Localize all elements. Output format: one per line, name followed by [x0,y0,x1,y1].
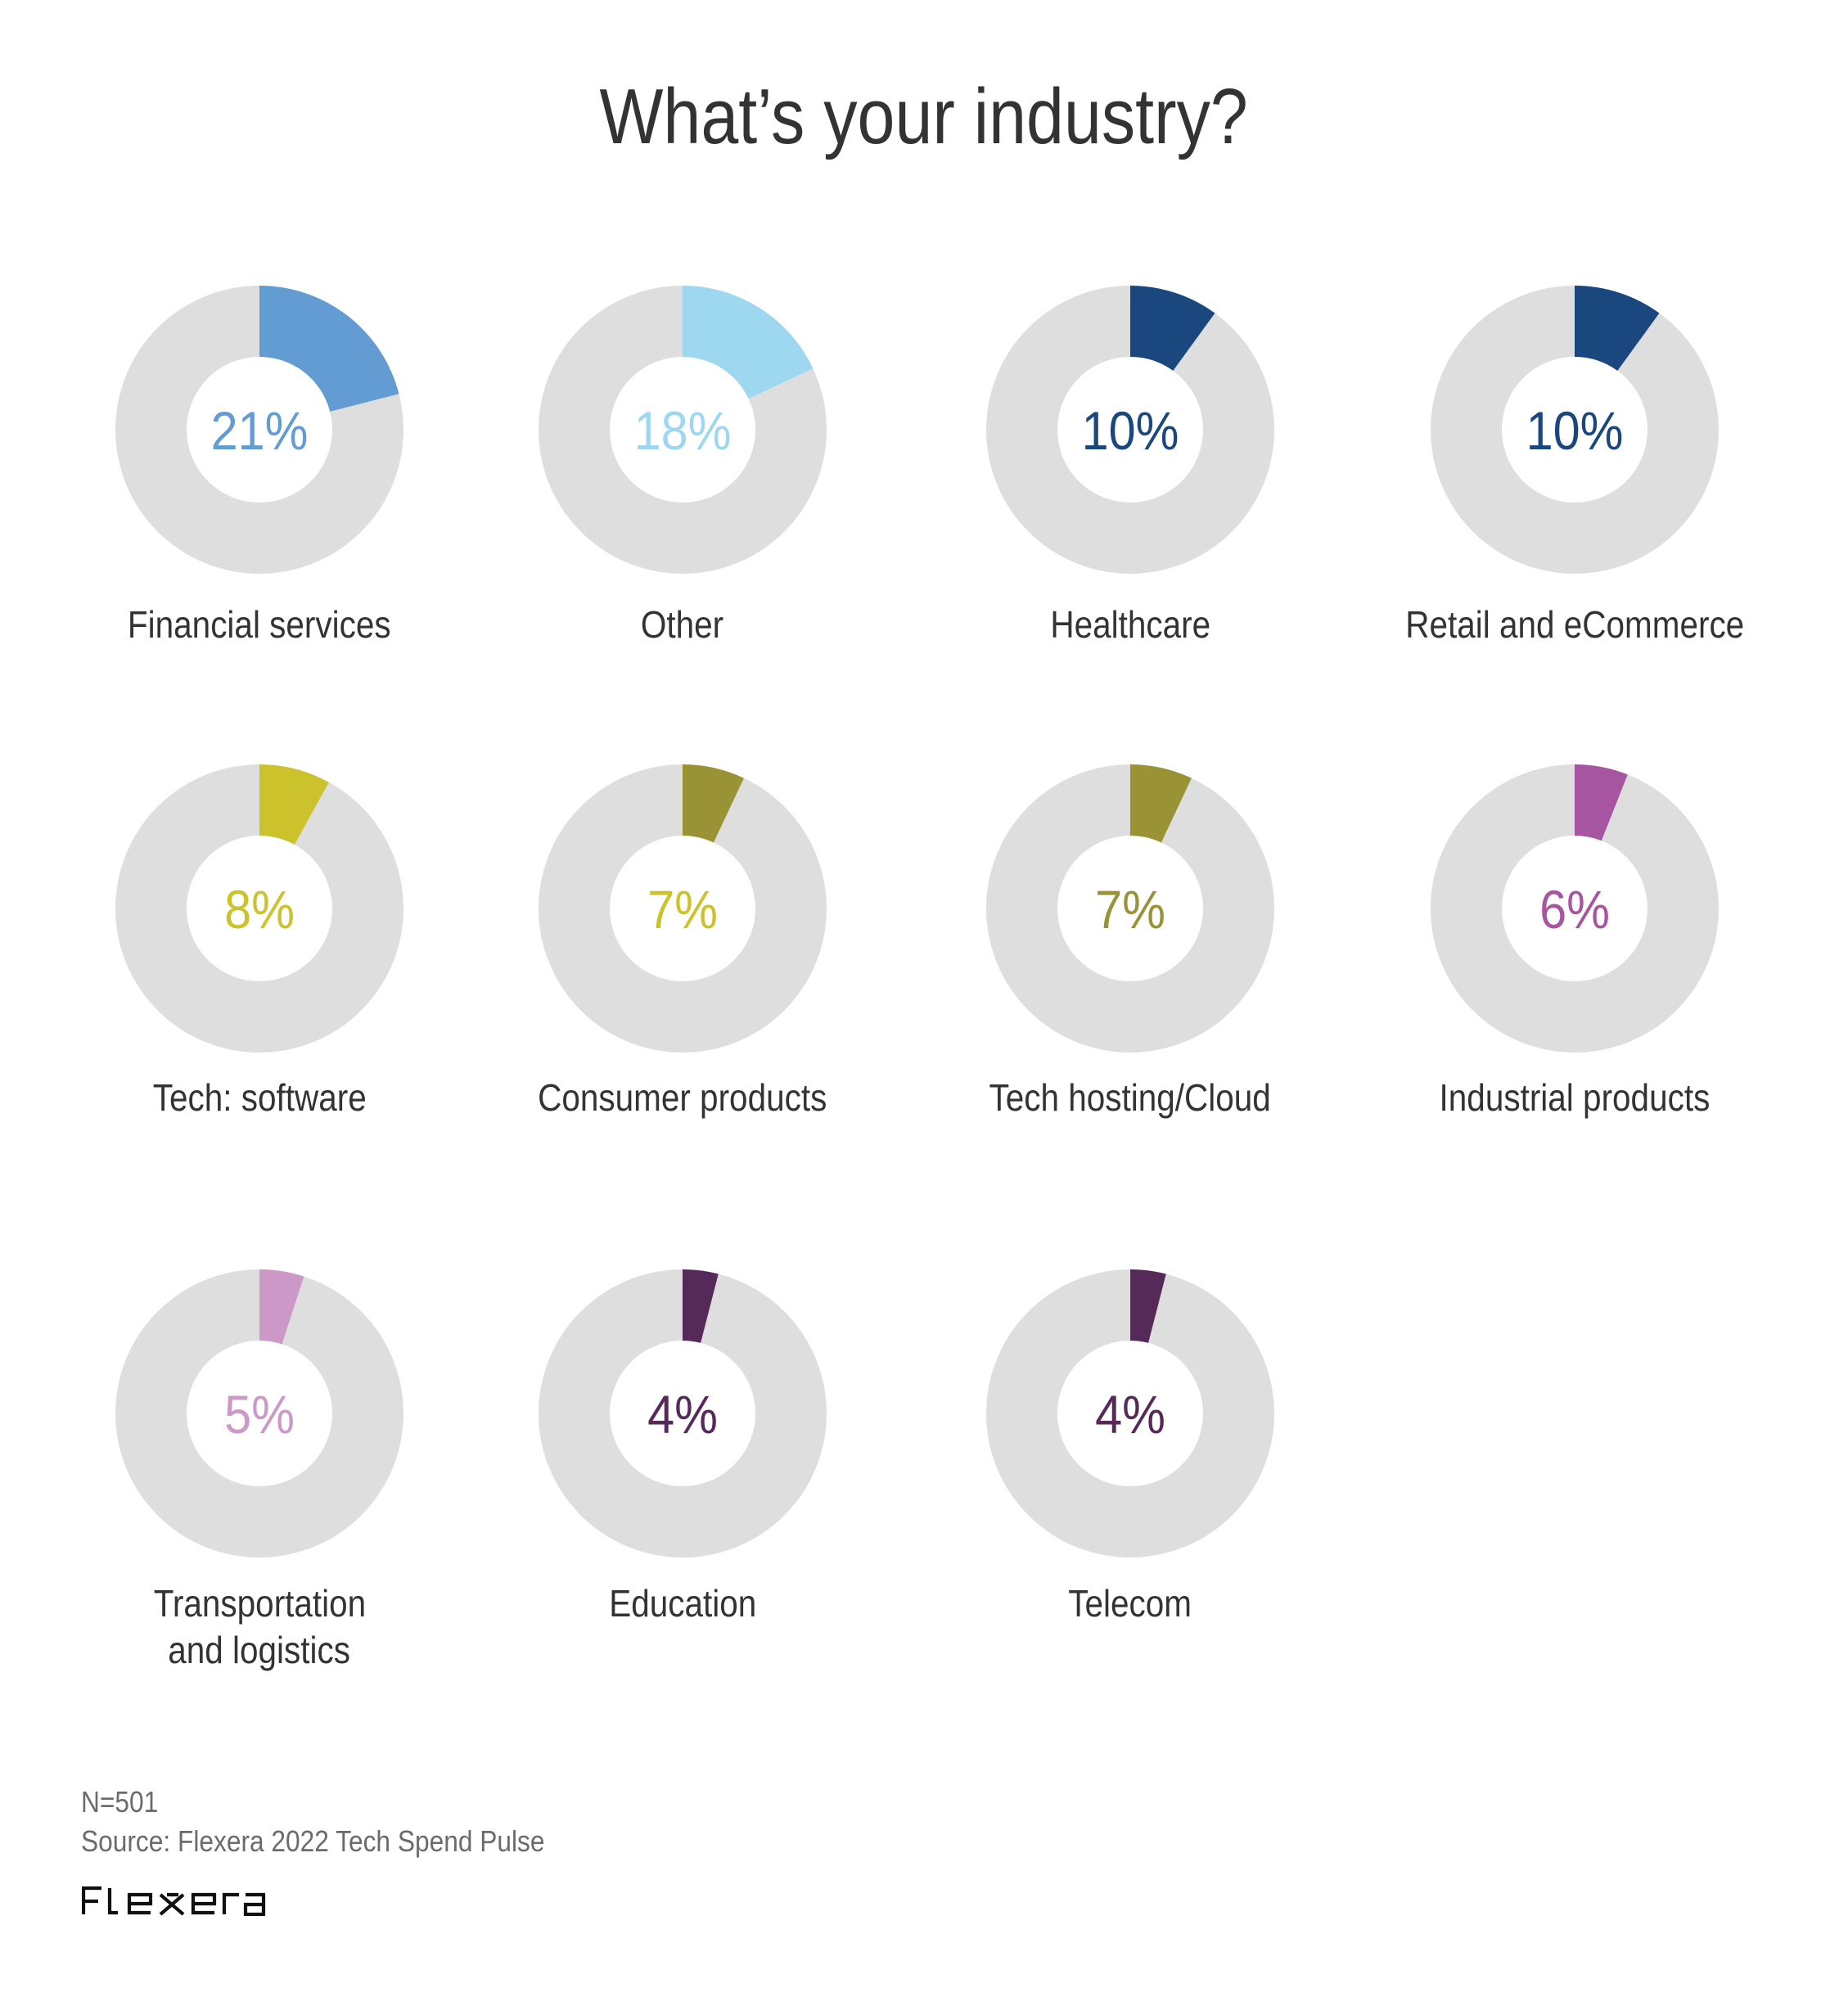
donut-value-label: 5% [224,1385,295,1445]
donut-transportation-and-logistics: 5% [115,1269,403,1557]
category-label-financial-services: Financial services [30,602,489,648]
category-label-line: and logistics [168,1629,351,1671]
donut-value-label: 10% [1082,401,1179,462]
donut-slice [683,286,814,399]
category-label-line: Industrial products [1439,1076,1711,1119]
category-label-transportation-and-logistics: Transportation and logistics [30,1580,489,1674]
chart-title-text: What’s your industry? [599,73,1249,160]
donut-retail-and-ecommerce: 10% [1431,286,1719,574]
donut-consumer-products: 7% [539,764,827,1053]
donut-healthcare: 10% [986,286,1274,574]
source-text: Source: Flexera 2022 Tech Spend Pulse [81,1824,545,1858]
donut-value-label: 21% [211,401,309,462]
category-label-other: Other [453,602,912,648]
flexera-logo [82,1886,266,1916]
donut-other: 18% [539,286,827,574]
donut-slice [1130,1269,1166,1343]
donut-slice [683,764,744,843]
donut-value-label: 6% [1539,880,1610,940]
category-label-line: Healthcare [1050,603,1210,646]
donut-tech-hosting-cloud: 7% [986,764,1274,1053]
donut-slice [683,1269,719,1343]
donut-value-label: 18% [634,401,732,462]
donut-value-label: 7% [647,880,718,940]
donut-value-label: 7% [1095,880,1165,940]
donut-financial-services: 21% [115,286,403,574]
donut-value-label: 4% [647,1385,718,1445]
donut-value-label: 10% [1526,401,1624,462]
donut-tech-software: 8% [115,764,403,1053]
donut-industrial-products: 6% [1431,764,1719,1053]
category-label-line: Financial services [128,603,391,646]
donut-slice [259,286,399,412]
category-label-consumer-products: Consumer products [453,1075,912,1121]
donut-value-label: 4% [1095,1385,1165,1445]
category-label-industrial-products: Industrial products [1345,1075,1804,1121]
donut-slice [1575,764,1628,841]
category-label-tech-hosting-cloud: Tech hosting/Cloud [901,1075,1359,1121]
category-label-line: Transportation [153,1582,366,1625]
donut-slice [259,764,329,845]
category-label-telecom: Telecom [901,1580,1359,1627]
donut-slice [1130,764,1192,843]
sample-size-note: N=501 [81,1784,169,1820]
sample-size-text: N=501 [81,1785,159,1819]
donut-education: 4% [539,1269,827,1557]
category-label-healthcare: Healthcare [901,602,1359,648]
category-label-retail-and-ecommerce: Retail and eCommerce [1345,602,1804,648]
donut-slice [259,1269,304,1345]
donut-value-label: 8% [224,880,295,940]
category-label-line: Retail and eCommerce [1405,603,1744,646]
chart-title: What’s your industry? [0,72,1848,162]
donut-telecom: 4% [986,1269,1274,1557]
category-label-line: Consumer products [538,1076,827,1119]
category-label-line: Tech hosting/Cloud [989,1076,1272,1119]
category-label-line: Other [641,603,724,646]
donut-slice [1130,286,1215,371]
source-note: Source: Flexera 2022 Tech Spend Pulse [81,1823,608,1860]
category-label-line: Tech: software [152,1076,367,1119]
category-label-tech-software: Tech: software [30,1075,489,1121]
category-label-line: Telecom [1068,1582,1192,1625]
category-label-line: Education [608,1582,757,1625]
donut-slice [1575,286,1660,371]
category-label-education: Education [453,1580,912,1627]
